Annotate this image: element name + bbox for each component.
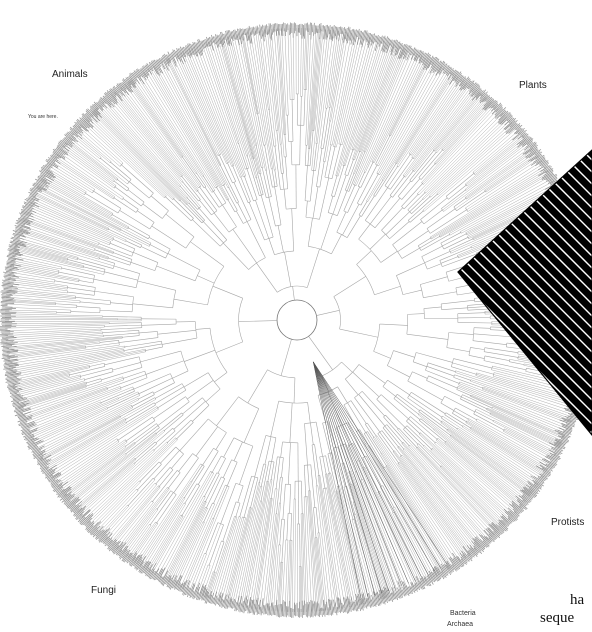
label-protists: Protists (551, 517, 585, 528)
page-text-line-1: ha (570, 592, 585, 608)
label-archaea: Archaea (447, 621, 474, 628)
label-bacteria: Bacteria (450, 610, 476, 617)
striped-overlay (457, 149, 592, 436)
label-plants: Plants (519, 80, 547, 91)
label-fungi: Fungi (91, 585, 117, 596)
phylogenetic-tree (0, 22, 592, 618)
label-you-are-here: You are here. (28, 114, 58, 120)
page-text-line-2: seque (540, 610, 575, 626)
label-animals: Animals (52, 69, 88, 80)
